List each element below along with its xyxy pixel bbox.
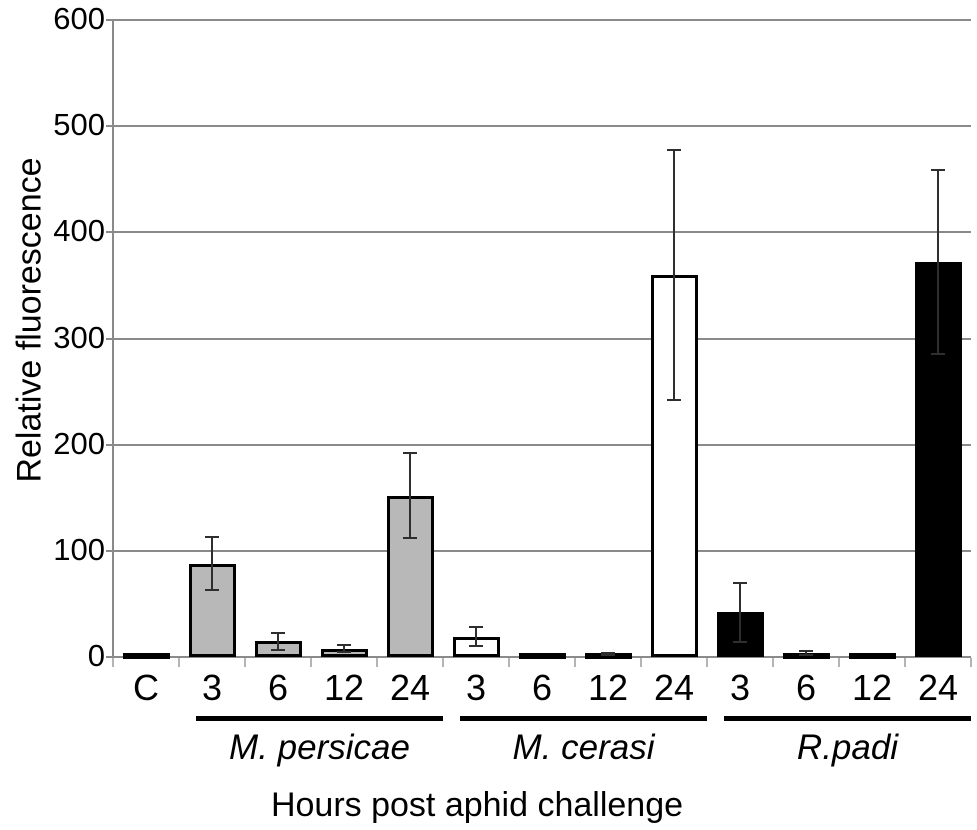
error-bar-cap-bottom	[931, 353, 945, 356]
x-tick-label: 12	[323, 667, 365, 708]
x-tick-label: 6	[267, 667, 289, 708]
y-tick-label: 600	[53, 1, 105, 36]
error-bar-cap-bottom	[337, 650, 351, 653]
gridline	[113, 231, 971, 234]
error-bar-cap-bottom	[205, 589, 219, 592]
error-bar-line	[211, 537, 213, 591]
error-bar-cap-top	[931, 168, 945, 171]
x-tick-label: C	[133, 667, 159, 708]
error-bar-line	[475, 627, 477, 647]
bar	[188, 563, 236, 657]
y-tick-label: 300	[53, 319, 105, 355]
gridline	[113, 125, 971, 128]
error-bar-cap-top	[205, 536, 219, 539]
error-bar-line	[343, 645, 345, 652]
y-axis-tick	[106, 19, 113, 21]
error-bar-cap-top	[337, 644, 351, 647]
error-bar-cap-top	[469, 626, 483, 629]
error-bar-line	[805, 650, 807, 655]
y-tick-label: 400	[53, 213, 105, 249]
error-bar-cap-top	[733, 581, 747, 584]
error-bar-cap-bottom	[403, 537, 417, 540]
gridline	[113, 337, 971, 340]
x-axis-tick	[772, 658, 774, 667]
x-tick-label: 24	[917, 667, 959, 708]
error-bar-cap-top	[271, 631, 285, 634]
y-tick-label: 0	[87, 638, 105, 673]
error-bar-cap-top	[667, 148, 681, 151]
y-axis-tick	[106, 231, 113, 234]
x-tick-label: 24	[653, 667, 695, 708]
error-bar-line	[607, 652, 609, 655]
error-bar-cap-top	[799, 649, 813, 652]
group-label: M. cerasi	[512, 728, 655, 767]
x-axis-tick	[706, 658, 708, 667]
error-bar-line	[673, 149, 675, 401]
group-underline	[724, 716, 971, 721]
error-bar-cap-bottom	[667, 399, 681, 402]
group-label: M. persicae	[229, 728, 410, 767]
x-axis-tick	[904, 658, 906, 667]
error-bar-cap-bottom	[799, 653, 813, 656]
error-bar-line	[409, 453, 411, 539]
x-axis-tick	[178, 658, 180, 667]
x-axis-tick	[640, 658, 642, 667]
x-tick-label: 12	[851, 667, 893, 708]
error-bar-cap-top	[403, 452, 417, 455]
y-axis-tick	[106, 337, 113, 340]
error-bar-cap-bottom	[601, 653, 615, 656]
y-axis-tick	[106, 125, 113, 128]
group-label: R.padi	[796, 728, 899, 767]
x-axis-tick	[376, 658, 378, 667]
y-axis-line	[112, 20, 114, 659]
x-axis-tick	[112, 658, 114, 667]
error-bar-cap-bottom	[271, 648, 285, 651]
gridline	[113, 549, 971, 552]
x-axis-tick	[508, 658, 510, 667]
x-axis-tick	[442, 658, 444, 667]
error-bar-cap-bottom	[733, 641, 747, 644]
x-axis-tick	[574, 658, 576, 667]
group-underline	[460, 716, 707, 721]
x-axis-tick	[244, 658, 246, 667]
y-tick-label: 200	[53, 425, 105, 461]
y-axis-tick	[106, 656, 113, 658]
x-axis-tick	[838, 658, 840, 667]
error-bar-line	[277, 632, 279, 650]
error-bar-cap-top	[601, 651, 615, 654]
x-axis-title: Hours post aphid challenge	[270, 786, 684, 824]
x-tick-label: 3	[465, 667, 487, 708]
x-tick-label: 24	[389, 667, 431, 708]
y-tick-label: 100	[53, 531, 105, 567]
x-tick-label: 6	[795, 667, 817, 708]
bar	[518, 653, 566, 659]
x-tick-label: 3	[201, 667, 223, 708]
gridline	[113, 19, 971, 21]
y-axis-tick	[106, 443, 113, 446]
x-axis-tick	[970, 658, 972, 667]
x-tick-label: 6	[531, 667, 553, 708]
y-axis-tick	[106, 549, 113, 552]
error-bar-cap-bottom	[469, 645, 483, 648]
bar	[848, 653, 896, 659]
bar	[122, 653, 170, 659]
x-axis-tick	[310, 658, 312, 667]
x-tick-label: 3	[729, 667, 751, 708]
x-tick-label: 12	[587, 667, 629, 708]
error-bar-line	[739, 582, 741, 643]
bar	[650, 274, 698, 657]
group-underline	[196, 716, 443, 721]
y-tick-label: 500	[53, 107, 105, 143]
gridline	[113, 443, 971, 446]
error-bar-line	[937, 169, 939, 355]
